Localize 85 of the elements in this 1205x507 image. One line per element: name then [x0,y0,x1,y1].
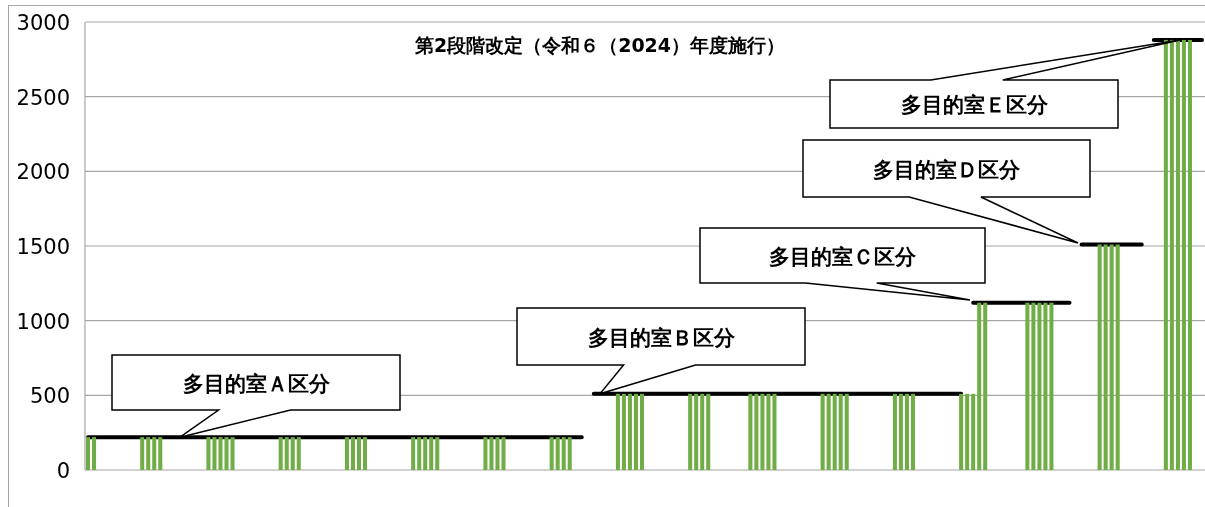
bar [621,393,626,470]
bar [290,437,295,470]
bar [495,437,500,470]
bar [832,393,837,470]
y-tick-label: 2000 [16,160,70,185]
bar [206,437,211,470]
text: 第2段階改定（令和６（2024）年度施行） [413,34,786,56]
bar [971,393,976,470]
bar [278,437,283,470]
bar [350,437,355,470]
bar [627,393,632,470]
annotation: 多目的室Ｃ区分 [769,244,917,269]
bar [1175,39,1180,470]
bar [1025,302,1030,470]
bar [1169,39,1174,470]
bar [772,393,777,470]
bar [152,437,157,470]
bar [296,437,301,470]
bar [1097,244,1102,470]
y-tick-label: 2500 [16,85,70,110]
bar [910,393,915,470]
y-tick-label: 3000 [16,11,70,35]
bar [1049,302,1054,470]
annotation: 多目的室Ｂ区分 [587,325,736,350]
bar [694,393,699,470]
bar [1031,302,1036,470]
bar [417,437,422,470]
bar [700,393,705,470]
bar [1181,39,1186,470]
bar [1037,302,1042,470]
bar [688,393,693,470]
bar [766,393,771,470]
y-tick-label: 0 [56,459,70,483]
bar [561,437,566,470]
annotation: 多目的室Ａ区分 [182,371,331,396]
bar [230,437,235,470]
bar [489,437,494,470]
bar [820,393,825,470]
bar [748,393,753,470]
bar [429,437,434,470]
bar [92,437,97,470]
bar [85,437,91,470]
bar [140,437,145,470]
bar [844,393,849,470]
bar [1163,39,1168,470]
bar [754,393,759,470]
bar [411,437,416,470]
bar [760,393,765,470]
bar [977,302,982,470]
bar [344,437,349,470]
bar [1043,302,1048,470]
bar [904,393,909,470]
y-tick-label: 1500 [16,235,70,259]
bar [212,437,217,470]
bar [362,437,368,470]
bar [965,393,970,470]
bar [1115,244,1120,470]
bar [435,437,440,470]
bar [838,393,843,470]
bar [1109,244,1114,470]
bar [158,437,163,470]
bar [356,437,361,470]
bar [501,437,506,470]
bar [423,437,428,470]
bar [1187,39,1192,470]
annotation: 多目的室Ｅ区分 [900,93,1049,117]
bar [959,393,964,470]
bar [567,437,572,470]
bar [898,393,903,470]
bar [706,393,711,470]
bar [284,437,289,470]
y-tick-label: 500 [29,384,70,409]
bar [146,437,151,470]
bar [633,393,638,470]
bar [983,302,988,470]
bar [1103,244,1108,470]
bar [555,437,560,470]
y-tick-label: 1000 [16,309,70,334]
bar [483,437,488,470]
bar [615,393,620,470]
bar [639,393,645,470]
annotation: 多目的室Ｄ区分 [873,157,1021,182]
bar [892,393,897,470]
bar [826,393,831,470]
bar [549,437,554,470]
